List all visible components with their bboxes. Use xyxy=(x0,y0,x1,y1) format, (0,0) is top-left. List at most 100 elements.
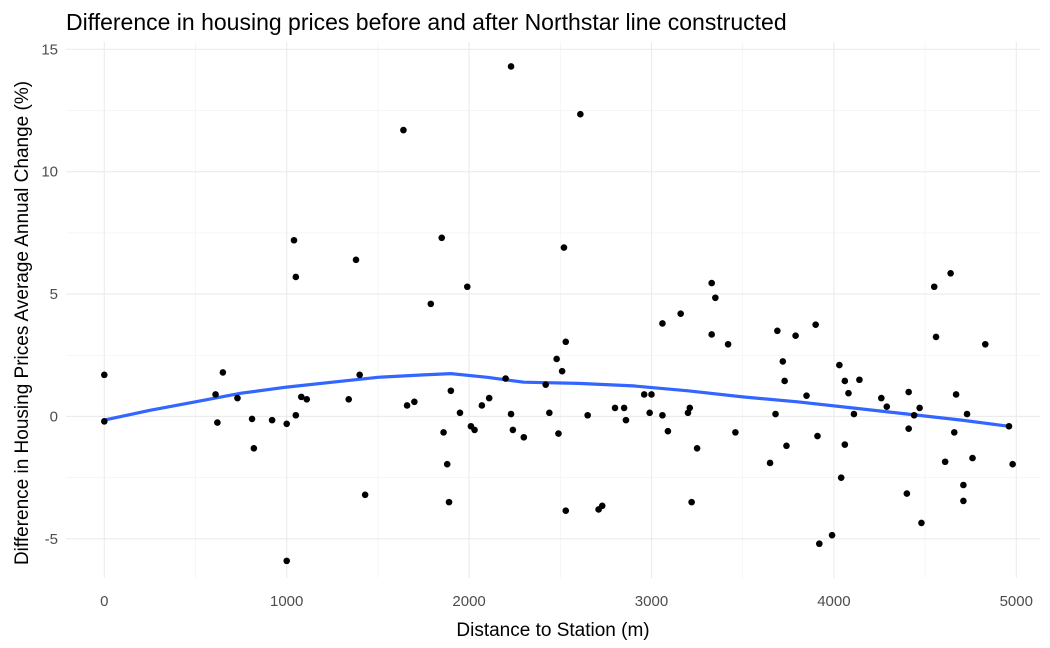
data-point xyxy=(960,497,967,505)
data-point xyxy=(445,498,453,506)
data-point xyxy=(101,418,108,425)
data-point xyxy=(447,387,455,395)
x-tick-label: 4000 xyxy=(817,593,850,610)
data-point xyxy=(234,394,241,402)
data-point xyxy=(646,409,653,417)
data-point xyxy=(930,283,938,291)
y-tick-label: 10 xyxy=(41,164,58,181)
data-point xyxy=(101,371,108,379)
x-tick-label: 3000 xyxy=(635,593,668,610)
data-point xyxy=(283,557,291,565)
data-point xyxy=(290,236,298,244)
data-point xyxy=(903,490,911,497)
data-point xyxy=(292,411,300,419)
data-point xyxy=(622,416,630,424)
data-point xyxy=(837,474,845,481)
data-point xyxy=(947,269,954,277)
data-point xyxy=(620,404,628,412)
data-point xyxy=(427,300,435,308)
data-point xyxy=(792,332,799,339)
data-point xyxy=(659,320,666,327)
y-axis-ticks: -5 0 5 10 15 xyxy=(41,41,58,547)
data-point xyxy=(297,393,305,401)
data-point xyxy=(905,388,912,396)
x-tick-label: 2000 xyxy=(452,593,485,610)
data-point xyxy=(640,391,648,398)
data-point xyxy=(732,429,739,436)
x-axis-ticks: 0 1000 2000 3000 4000 5000 xyxy=(100,593,1033,610)
data-point xyxy=(560,244,568,251)
data-point xyxy=(712,294,719,302)
data-point xyxy=(352,256,360,264)
data-point xyxy=(766,459,774,467)
data-point xyxy=(772,410,779,418)
data-point xyxy=(845,389,852,397)
data-point xyxy=(693,444,701,452)
data-point xyxy=(814,432,821,440)
x-tick-label: 5000 xyxy=(1000,593,1033,610)
data-point xyxy=(345,396,353,403)
data-point xyxy=(507,63,515,70)
data-point xyxy=(969,454,976,462)
data-point xyxy=(562,338,570,346)
data-point xyxy=(555,430,562,437)
data-point xyxy=(850,410,858,418)
data-point xyxy=(292,273,300,281)
data-point xyxy=(677,310,684,317)
data-point xyxy=(828,531,836,539)
data-point xyxy=(214,419,221,426)
data-point xyxy=(283,420,291,428)
data-point xyxy=(841,377,849,385)
y-axis-label: Difference in Housing Prices Average Ann… xyxy=(12,81,33,565)
data-point xyxy=(411,398,418,406)
data-point xyxy=(546,409,553,417)
x-tick-label: 1000 xyxy=(270,593,303,610)
data-point xyxy=(905,425,912,433)
y-tick-label: 15 xyxy=(41,41,58,58)
data-point xyxy=(250,444,258,452)
data-point xyxy=(520,433,528,441)
data-point xyxy=(688,498,695,506)
data-point xyxy=(1005,422,1013,430)
data-point xyxy=(361,491,369,499)
data-point xyxy=(558,367,566,375)
data-points-layer xyxy=(101,63,1016,565)
data-point xyxy=(781,377,788,385)
data-point xyxy=(502,375,509,382)
data-point xyxy=(803,392,810,399)
data-point xyxy=(219,369,227,376)
x-tick-label: 0 xyxy=(100,593,108,610)
data-point xyxy=(577,110,584,118)
data-point xyxy=(648,391,655,398)
data-point xyxy=(443,460,451,468)
data-point xyxy=(856,376,863,384)
data-point xyxy=(463,283,471,291)
data-point xyxy=(918,519,925,527)
data-point xyxy=(440,429,447,436)
data-point xyxy=(783,442,790,450)
data-point xyxy=(950,429,958,436)
data-point xyxy=(248,415,256,423)
chart-title: Difference in housing prices before and … xyxy=(66,9,787,35)
data-point xyxy=(562,507,570,514)
data-point xyxy=(812,321,819,328)
data-point xyxy=(303,396,311,403)
data-point xyxy=(878,394,885,402)
data-point xyxy=(553,355,560,363)
data-point xyxy=(836,361,843,369)
data-point xyxy=(456,409,464,417)
data-point xyxy=(941,458,949,466)
data-point xyxy=(774,327,781,335)
data-point xyxy=(507,410,515,418)
y-tick-label: 5 xyxy=(50,286,58,303)
data-point xyxy=(932,333,940,341)
data-point xyxy=(815,540,823,548)
data-point xyxy=(708,331,715,338)
data-point xyxy=(478,402,486,409)
data-point xyxy=(708,279,715,287)
data-point xyxy=(611,404,619,412)
x-axis-label: Distance to Station (m) xyxy=(456,620,649,641)
grid-lines xyxy=(66,42,1040,578)
